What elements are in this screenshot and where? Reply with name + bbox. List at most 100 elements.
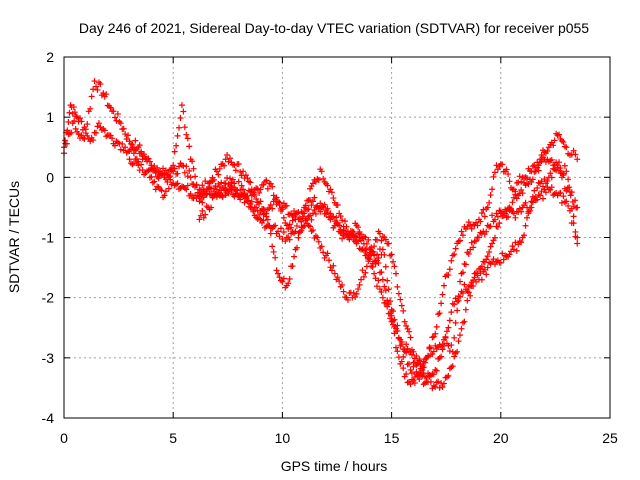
- data-point: [266, 205, 273, 212]
- data-point: [154, 164, 161, 171]
- data-point: [360, 273, 367, 280]
- data-point: [336, 278, 343, 285]
- data-point: [404, 345, 411, 352]
- data-point: [196, 216, 203, 223]
- data-point: [145, 155, 152, 162]
- data-point: [499, 161, 506, 168]
- data-point: [398, 338, 405, 345]
- data-point: [477, 229, 484, 236]
- data-point: [519, 190, 526, 197]
- data-point: [502, 210, 509, 217]
- data-point: [320, 175, 327, 182]
- data-point: [116, 118, 123, 125]
- data-point: [390, 258, 397, 265]
- data-point: [273, 194, 280, 201]
- data-point: [540, 195, 547, 202]
- data-point: [457, 332, 464, 339]
- data-point: [384, 277, 391, 284]
- data-point: [528, 198, 535, 205]
- data-point: [484, 264, 491, 271]
- data-point: [563, 144, 570, 151]
- data-point: [109, 135, 116, 142]
- data-point: [371, 252, 378, 259]
- data-point: [263, 213, 270, 220]
- data-point: [489, 240, 496, 247]
- data-point: [299, 210, 306, 217]
- x-tick-label: 5: [169, 430, 177, 446]
- data-point: [462, 306, 469, 313]
- data-point: [426, 345, 433, 352]
- data-point: [307, 185, 314, 192]
- data-point: [387, 298, 394, 305]
- data-point: [484, 222, 491, 229]
- data-point: [200, 214, 207, 221]
- y-tick-labels: -4 -3 -2 -1 0 1 2: [42, 49, 55, 426]
- x-tick-label: 10: [275, 430, 291, 446]
- data-point: [455, 293, 462, 300]
- data-point: [570, 220, 577, 227]
- data-point: [103, 133, 110, 140]
- data-point: [457, 237, 464, 244]
- data-point: [544, 177, 551, 184]
- data-point: [509, 243, 516, 250]
- data-point: [394, 283, 401, 290]
- x-tick-labels: 0 5 10 15 20 25: [60, 430, 618, 446]
- data-point: [534, 196, 541, 203]
- data-point: [384, 297, 391, 304]
- data-point: [368, 244, 375, 251]
- data-point: [216, 165, 223, 172]
- data-point: [359, 235, 366, 242]
- data-point: [173, 181, 180, 188]
- data-point: [548, 174, 555, 181]
- data-point: [276, 233, 283, 240]
- data-point: [138, 149, 145, 156]
- data-point: [356, 234, 363, 241]
- data-point: [244, 175, 251, 182]
- data-point: [388, 306, 395, 313]
- data-point: [132, 147, 139, 154]
- data-point: [70, 104, 77, 111]
- data-point: [391, 316, 398, 323]
- data-point: [515, 179, 522, 186]
- data-point: [263, 177, 270, 184]
- data-point: [487, 243, 494, 250]
- data-point: [273, 267, 280, 274]
- y-tick-label: 0: [46, 169, 54, 185]
- data-point: [407, 334, 414, 341]
- data-point: [483, 228, 490, 235]
- data-point: [443, 328, 450, 335]
- data-point: [330, 262, 337, 269]
- data-point: [180, 108, 187, 115]
- data-point: [352, 293, 359, 300]
- data-point: [509, 199, 516, 206]
- data-point: [327, 216, 334, 223]
- data-point: [350, 229, 357, 236]
- data-point: [318, 168, 325, 175]
- data-point: [267, 180, 274, 187]
- data-points: [61, 78, 581, 392]
- data-point: [151, 178, 158, 185]
- data-point: [382, 236, 389, 243]
- data-point: [513, 247, 520, 254]
- data-point: [372, 257, 379, 264]
- data-point: [103, 91, 110, 98]
- data-point: [219, 185, 226, 192]
- data-point: [260, 181, 267, 188]
- data-point: [174, 180, 181, 187]
- data-point: [183, 186, 190, 193]
- data-point: [433, 367, 440, 374]
- data-point: [394, 348, 401, 355]
- data-point: [339, 235, 346, 242]
- data-point: [547, 157, 554, 164]
- data-point: [183, 131, 190, 138]
- data-point: [245, 178, 252, 185]
- data-point: [126, 156, 133, 163]
- data-point: [206, 179, 213, 186]
- data-point: [240, 186, 247, 193]
- data-point: [291, 253, 298, 260]
- data-point: [422, 379, 429, 386]
- data-point: [190, 181, 197, 188]
- data-point: [566, 207, 573, 214]
- data-point: [470, 283, 477, 290]
- data-point: [215, 171, 222, 178]
